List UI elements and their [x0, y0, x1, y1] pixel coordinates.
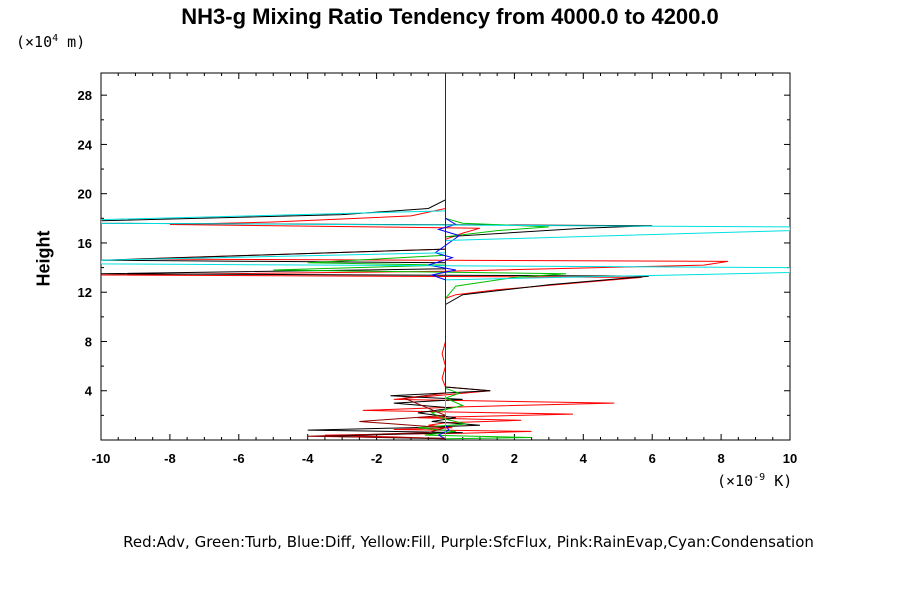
y-tick-label: 20: [78, 187, 92, 202]
series-line-adv-dark: [307, 73, 446, 439]
y-tick-label: 24: [78, 137, 93, 152]
y-axis-unit: (×104 m): [16, 33, 86, 51]
x-tick-label: -6: [233, 451, 245, 466]
y-tick-label: 28: [78, 88, 92, 103]
x-axis-unit: (×10-9 K): [717, 472, 793, 490]
series-line-turb: [273, 73, 567, 440]
legend-text: Red:Adv, Green:Turb, Blue:Diff, Yellow:F…: [123, 533, 814, 551]
x-tick-label: 0: [442, 451, 449, 466]
x-tick-label: 8: [717, 451, 724, 466]
series-line-total: [101, 73, 653, 440]
x-tick-label: 4: [580, 451, 588, 466]
y-tick-label: 4: [85, 384, 93, 399]
x-tick-label: -2: [371, 451, 383, 466]
x-tick-label: -10: [92, 451, 111, 466]
x-tick-label: 6: [649, 451, 656, 466]
y-tick-label: 12: [78, 285, 92, 300]
x-tick-label: -4: [302, 451, 314, 466]
x-tick-label: 10: [783, 451, 797, 466]
y-tick-label: 16: [78, 236, 92, 251]
chart-title: NH3-g Mixing Ratio Tendency from 4000.0 …: [181, 4, 719, 29]
series-line-adv: [101, 73, 729, 440]
x-tick-label: 2: [511, 451, 518, 466]
x-tick-label: -8: [164, 451, 176, 466]
series-line-diff: [428, 73, 461, 440]
y-tick-label: 8: [85, 334, 92, 349]
